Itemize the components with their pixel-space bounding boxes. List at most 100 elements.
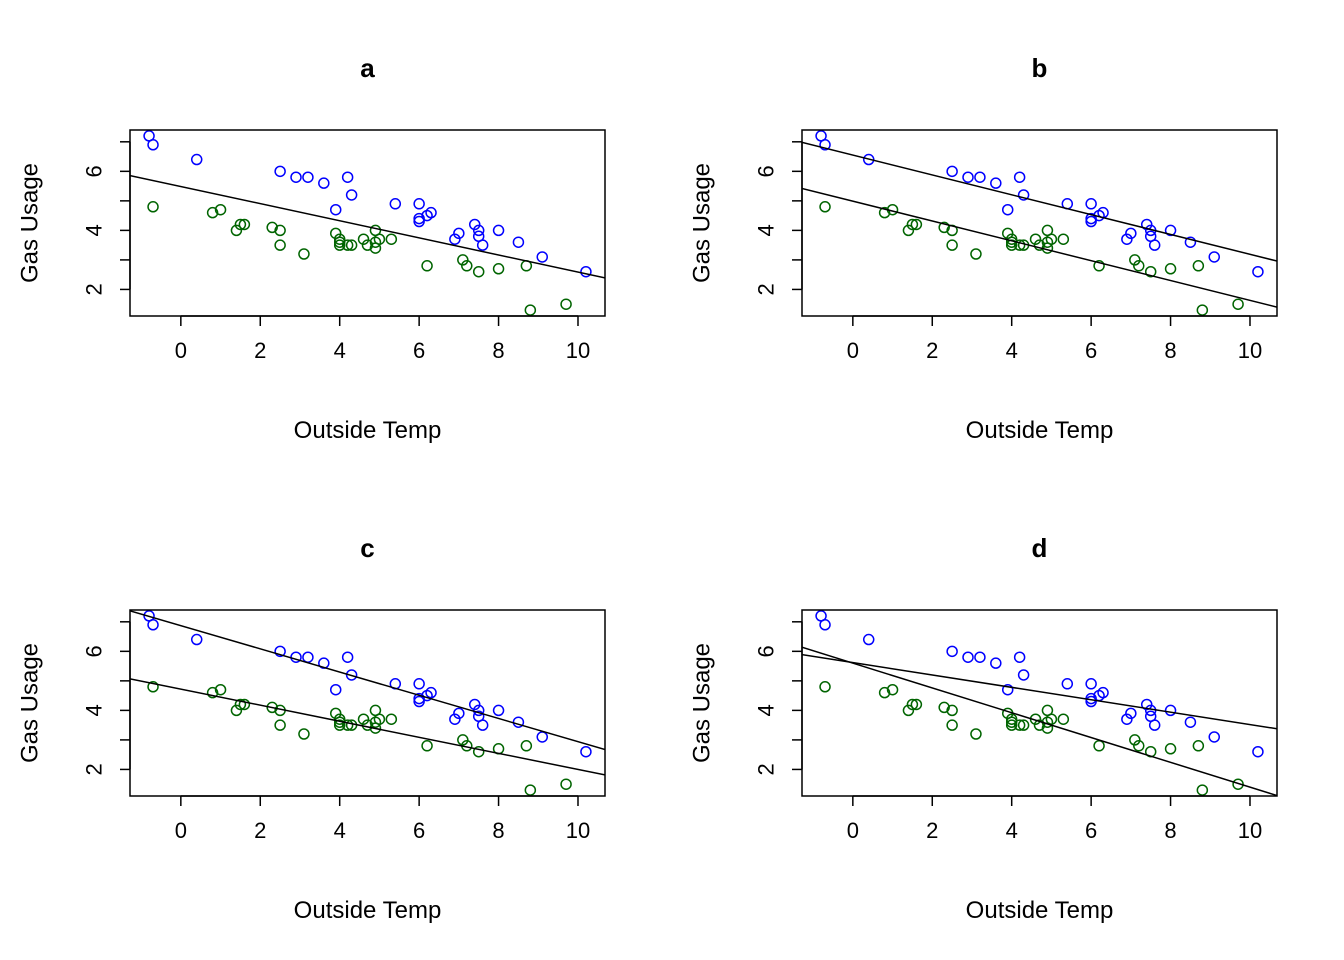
data-point [147,619,159,631]
data-point [492,263,505,275]
series-green [147,681,572,796]
data-point [274,645,286,658]
data-point [536,251,548,263]
data-point [266,701,278,714]
data-point [580,265,592,278]
data-point [357,713,370,725]
data-point [1061,678,1074,690]
data-point [472,224,485,237]
series-blue [815,130,1264,278]
data-point [476,239,489,251]
data-point [333,236,346,248]
data-point [302,651,314,663]
data-point [1252,745,1264,758]
x-tick-label: 10 [566,338,590,363]
x-tick-label: 6 [413,818,425,843]
data-point [946,645,958,658]
x-tick-label: 10 [1238,338,1262,363]
x-tick-label: 0 [847,818,859,843]
data-point [1208,251,1220,263]
data-point [512,236,525,248]
data-point [1164,743,1177,755]
data-point [190,153,203,166]
data-point [1033,719,1046,731]
data-point [206,206,219,219]
data-point [1125,707,1137,720]
data-point [560,298,572,310]
y-tick-label: 4 [754,224,779,236]
data-point [1232,298,1244,310]
data-point [1196,784,1209,796]
data-point [560,778,572,790]
data-point [1148,239,1161,251]
data-point [902,704,915,717]
data-point [1085,212,1097,225]
data-point [524,304,537,316]
data-point [990,657,1002,669]
data-point [1085,695,1097,708]
data-point [425,206,437,219]
data-point [329,203,342,216]
data-point [906,698,919,711]
x-tick-label: 4 [334,818,346,843]
x-axis: 0 2 4 6 8 10 [847,795,1262,843]
x-tick-label: 4 [1006,338,1018,363]
y-tick-label: 2 [754,763,779,775]
data-point [1208,731,1220,743]
data-point [425,686,437,699]
y-axis-label: Gas Usage [689,163,716,283]
data-point [468,218,481,231]
y-tick-label: 6 [754,165,779,177]
y-axis: 2 4 6 [82,621,131,776]
data-point [910,698,923,711]
data-point [819,681,831,693]
data-point [902,224,915,237]
data-point [962,171,974,183]
data-point [878,206,891,219]
data-point [970,248,982,260]
data-point [1017,719,1030,731]
data-point [1017,669,1030,681]
data-point [214,683,227,696]
data-point [373,713,386,725]
data-point [421,260,433,272]
x-tick-label: 8 [1164,818,1176,843]
x-tick-label: 8 [1164,338,1176,363]
data-point [413,695,425,708]
y-axis-label: Gas Usage [17,163,44,283]
data-point [536,731,548,743]
x-axis: 0 2 4 6 8 10 [175,795,590,843]
data-point [147,139,159,151]
data-point [580,745,592,758]
data-point [1232,778,1244,790]
data-point [147,681,159,693]
data-point [333,719,346,731]
data-point [266,221,278,234]
x-tick-label: 6 [413,338,425,363]
data-point [1017,189,1030,201]
data-point [1121,713,1133,725]
x-tick-label: 10 [1238,818,1262,843]
data-point [329,683,342,696]
data-point [819,619,831,631]
data-point [333,713,346,725]
data-point [1125,227,1137,240]
data-point [1005,713,1018,725]
fit-line [130,610,605,751]
data-point [472,265,485,278]
y-tick-label: 4 [754,704,779,716]
data-point [302,171,314,183]
y-tick-label: 6 [754,645,779,657]
data-point [453,707,465,720]
y-tick-label: 4 [82,704,107,716]
data-point [476,719,489,731]
data-point [878,686,891,699]
data-point [341,719,354,731]
data-point [413,212,425,225]
data-point [385,713,398,725]
data-point [974,651,986,663]
x-axis: 0 2 4 6 8 10 [175,315,590,363]
y-tick-label: 6 [82,165,107,177]
data-point [492,224,505,237]
data-point [1085,198,1097,210]
